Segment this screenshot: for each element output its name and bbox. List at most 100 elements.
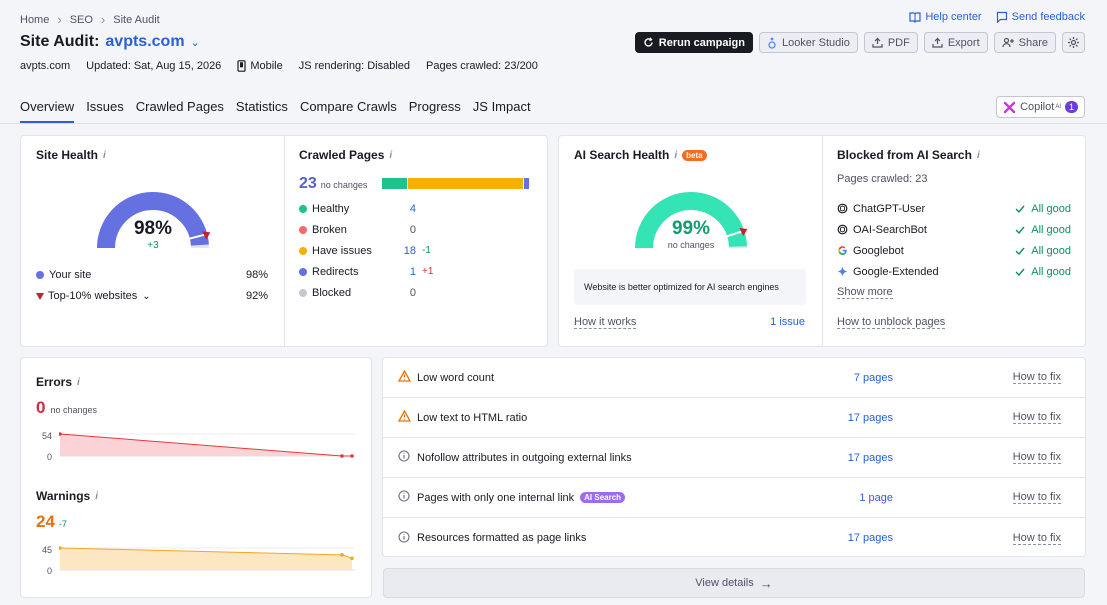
errors-value[interactable]: 0 (36, 398, 46, 417)
send-feedback-label: Send feedback (1011, 11, 1085, 23)
bar-segment-have-issues[interactable] (407, 178, 524, 189)
info-icon[interactable]: i (389, 149, 393, 161)
info-icon[interactable]: i (95, 490, 99, 502)
warnings-sparkline-point[interactable] (59, 546, 62, 550)
errors-ytick-min: 0 (46, 452, 52, 462)
ai-health-gauge-marker (739, 228, 748, 237)
mobile-icon (237, 60, 246, 72)
copilot-icon (1003, 101, 1016, 113)
crawled-row-healthy[interactable]: Healthy 4 (299, 198, 433, 219)
crawled-row-broken[interactable]: Broken 0 (299, 219, 433, 240)
chevron-down-icon[interactable]: ⌄ (142, 290, 151, 302)
errors-count: 0 no changes (36, 398, 97, 418)
crawled-row-redirects[interactable]: Redirects 1 +1 (299, 261, 433, 282)
tab-js-impact[interactable]: JS Impact (472, 99, 531, 114)
errors-ytick-max: 54 (41, 431, 52, 441)
settings-button[interactable] (1062, 32, 1085, 53)
warning-icon (397, 369, 412, 382)
issue-text[interactable]: Low word count (417, 371, 495, 384)
tab-crawled-pages[interactable]: Crawled Pages (135, 99, 224, 114)
crawled-pages-bar (382, 178, 530, 189)
chevron-right-icon: › (57, 12, 62, 27)
crawled-row-delta: -1 (422, 245, 431, 256)
show-more-link[interactable]: Show more (837, 286, 893, 299)
how-to-fix-link[interactable]: How to fix (1012, 371, 1061, 384)
issue-text[interactable]: Low text to HTML ratio (417, 411, 528, 424)
issue-count-link[interactable]: 17 pages (847, 451, 893, 464)
copilot-count-badge: 1 (1064, 101, 1078, 113)
how-it-works-link[interactable]: How it works (574, 316, 637, 329)
crawled-row-label: Broken (312, 223, 347, 236)
breadcrumb-home[interactable]: Home (20, 13, 50, 26)
warnings-value[interactable]: 24 (36, 512, 55, 531)
issue-text[interactable]: Pages with only one internal link (417, 491, 575, 504)
send-feedback-link[interactable]: Send feedback (996, 11, 1085, 23)
tab-issues[interactable]: Issues (86, 99, 124, 114)
chevron-down-icon[interactable]: ⌄ (190, 36, 200, 49)
your-site-value: 98% (245, 269, 268, 281)
issue-count-link[interactable]: 17 pages (847, 411, 893, 424)
audit-meta: avpts.com Updated: Sat, Aug 15, 2026 Mob… (20, 60, 538, 72)
warnings-sparkline-point[interactable] (350, 556, 354, 561)
your-site-label: Your site (49, 269, 92, 281)
looker-studio-button[interactable]: Looker Studio (758, 32, 858, 53)
crawled-row-blocked[interactable]: Blocked 0 (299, 282, 433, 303)
tab-compare-crawls[interactable]: Compare Crawls (299, 99, 397, 114)
copilot-sup: AI (1055, 104, 1061, 110)
bar-segment-healthy[interactable] (382, 178, 408, 189)
crawled-row-value: 0 (409, 286, 416, 299)
crawled-row-have-issues[interactable]: Have issues 18 -1 (299, 240, 433, 261)
issue-text[interactable]: Nofollow attributes in outgoing external… (417, 451, 632, 464)
site-health-gauge (97, 192, 211, 249)
view-details-button[interactable]: View details → (383, 568, 1085, 598)
issue-row[interactable]: Low text to HTML ratio 17 pages How to fix (383, 398, 1085, 438)
info-icon[interactable]: i (674, 149, 678, 161)
how-to-fix-link[interactable]: How to fix (1012, 531, 1061, 545)
pdf-button[interactable]: PDF (863, 32, 918, 53)
copilot-button[interactable]: Copilot AI 1 (996, 96, 1085, 118)
export-button[interactable]: Export (923, 32, 988, 53)
share-button[interactable]: Share (993, 32, 1056, 53)
issue-count-link[interactable]: 17 pages (847, 532, 893, 544)
crawled-total-value[interactable]: 23 (299, 175, 317, 192)
issue-row[interactable]: Nofollow attributes in outgoing external… (383, 438, 1085, 478)
issue-row[interactable]: Resources formatted as page links 17 page… (383, 518, 1085, 556)
issue-count-link[interactable]: 1 page (859, 491, 893, 504)
rerun-campaign-button[interactable]: Rerun campaign (634, 32, 753, 53)
issue-row[interactable]: Low word count 7 pages How to fix (383, 358, 1085, 398)
bar-segment-redirects[interactable] (523, 178, 530, 189)
issue-count-link[interactable]: 7 pages (853, 371, 893, 384)
ai-health-value: 99% (671, 218, 711, 239)
errors-sparkline-point[interactable] (59, 432, 62, 436)
ai-issues-link[interactable]: 1 issue (770, 316, 805, 328)
info-icon[interactable]: i (103, 149, 106, 161)
tab-bar: Overview Issues Crawled Pages Statistics… (20, 99, 531, 123)
how-to-fix-link[interactable]: How to fix (1012, 451, 1061, 464)
check-icon (1015, 205, 1025, 213)
ai-health-message: Website is better optimized for AI searc… (574, 269, 806, 305)
info-icon[interactable]: i (77, 376, 80, 388)
breadcrumb-seo[interactable]: SEO (69, 13, 93, 26)
help-center-link[interactable]: Help center (909, 11, 982, 23)
issue-row[interactable]: Pages with only one internal link AI Sear… (383, 478, 1085, 518)
page-title: Site Audit: avpts.com ⌄ (20, 33, 200, 51)
warnings-ytick-max: 45 (41, 545, 52, 555)
info-icon[interactable]: i (976, 149, 980, 161)
tab-overview[interactable]: Overview (20, 99, 75, 123)
errors-sparkline-point[interactable] (350, 454, 354, 458)
tab-statistics[interactable]: Statistics (235, 99, 288, 114)
errors-sparkline-point[interactable] (340, 454, 344, 458)
toolbar: Rerun campaign Looker Studio PDF Export … (634, 32, 1085, 53)
issue-text[interactable]: Resources formatted as page links (417, 532, 587, 544)
how-to-unblock-link[interactable]: How to unblock pages (837, 316, 946, 329)
project-domain-selector[interactable]: avpts.com (105, 33, 185, 50)
breadcrumb-current: Site Audit (113, 13, 160, 26)
crawled-pages-list: Healthy 4 Broken 0 Have issues 18 -1 Redirects 1… (299, 198, 433, 303)
share-label: Share (1018, 36, 1048, 49)
how-to-fix-link[interactable]: How to fix (1012, 411, 1061, 424)
pdf-label: PDF (887, 36, 910, 49)
meta-device-label: Mobile (250, 60, 283, 72)
how-to-fix-link[interactable]: How to fix (1012, 491, 1061, 504)
warnings-sparkline-point[interactable] (340, 553, 344, 557)
tab-progress[interactable]: Progress (408, 99, 461, 114)
